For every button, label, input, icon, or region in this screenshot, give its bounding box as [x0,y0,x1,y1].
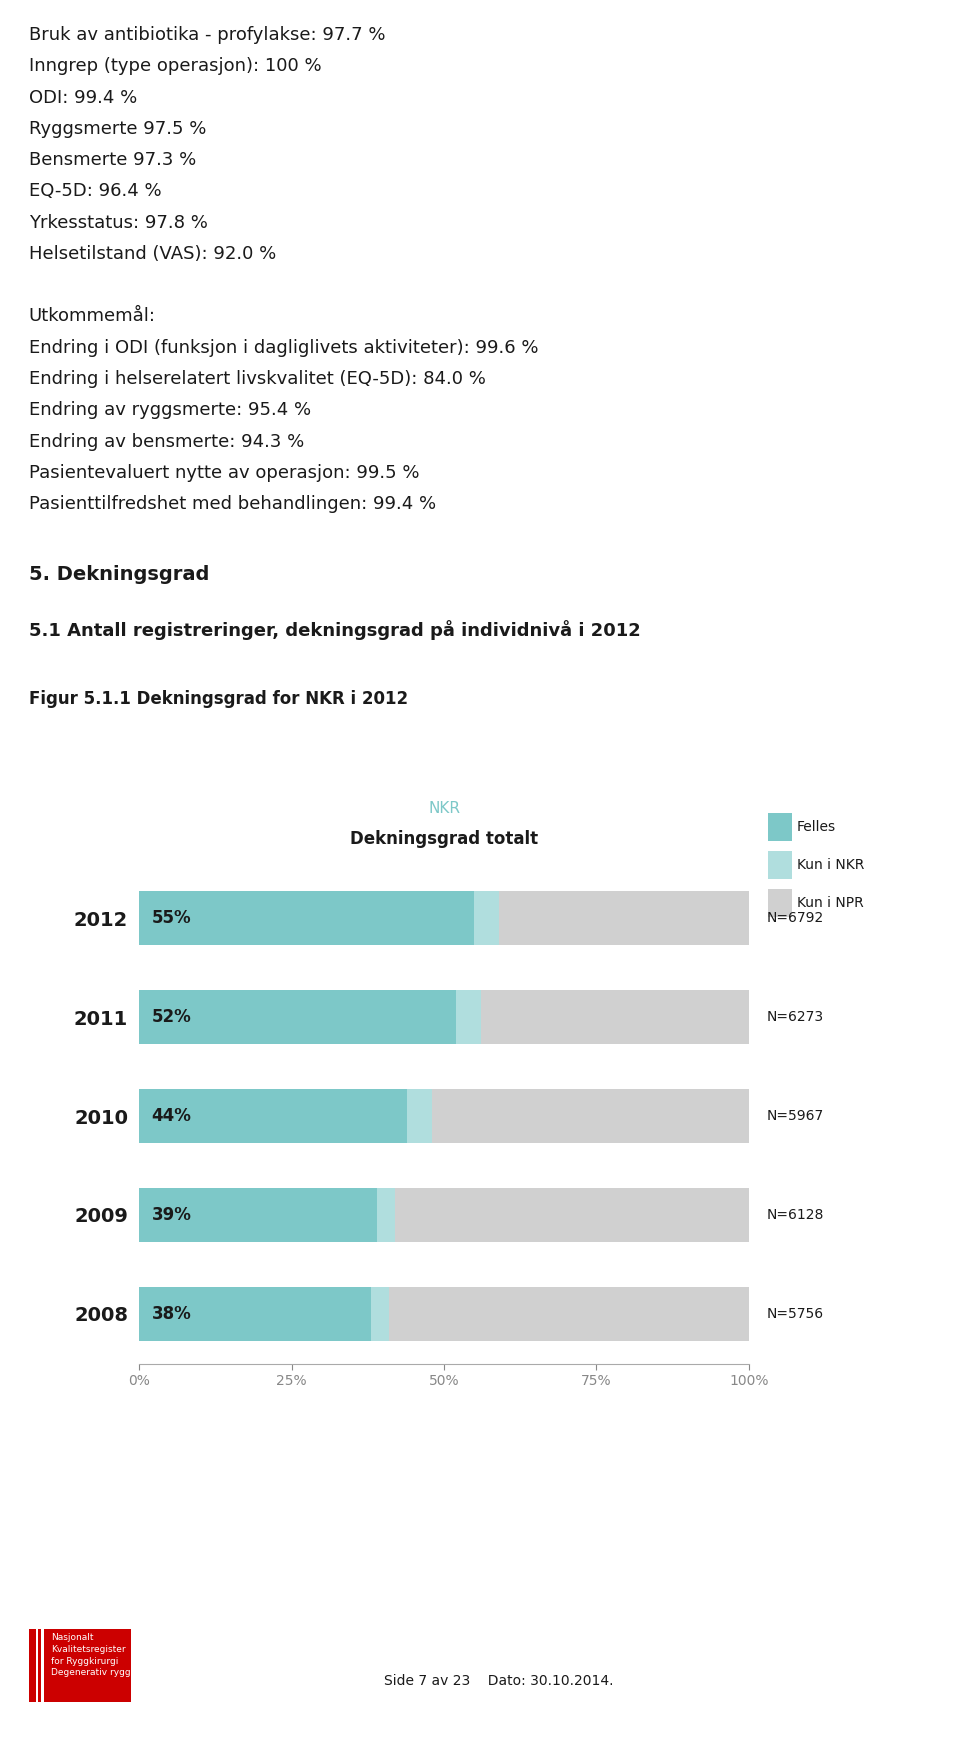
Text: N=6273: N=6273 [767,1011,825,1025]
Text: 55%: 55% [152,908,191,928]
Bar [481,990,749,1044]
Text: Endring av bensmerte: 94.3 %: Endring av bensmerte: 94.3 % [29,433,304,450]
Bar [474,891,499,945]
Text: N=5967: N=5967 [767,1108,825,1124]
Text: Endring i ODI (funksjon i dagliglivets aktiviteter): 99.6 %: Endring i ODI (funksjon i dagliglivets a… [29,339,539,356]
Bar [139,1287,371,1341]
Text: N=6792: N=6792 [767,912,825,926]
Text: Pasienttilfredshet med behandlingen: 99.4 %: Pasienttilfredshet med behandlingen: 99.… [29,495,436,512]
Text: 5. Dekningsgrad: 5. Dekningsgrad [29,565,209,584]
Text: Nasjonalt
Kvalitetsregister
for Ryggkirurgi
Degenerativ rygg: Nasjonalt Kvalitetsregister for Ryggkiru… [51,1633,131,1678]
Text: 44%: 44% [152,1106,191,1126]
Text: Ryggsmerte 97.5 %: Ryggsmerte 97.5 % [29,120,206,137]
Bar [139,891,474,945]
Text: 38%: 38% [152,1304,191,1324]
Bar [407,1089,432,1143]
Text: Endring i helserelatert livskvalitet (EQ-5D): 84.0 %: Endring i helserelatert livskvalitet (EQ… [29,370,486,387]
Text: Utkommemål:: Utkommemål: [29,307,156,325]
Text: Inngrep (type operasjon): 100 %: Inngrep (type operasjon): 100 % [29,57,322,75]
Bar [371,1287,389,1341]
Bar [139,990,456,1044]
Text: Felles: Felles [797,820,836,834]
Text: Kun i NPR: Kun i NPR [797,896,864,910]
Bar [456,990,481,1044]
Text: EQ-5D: 96.4 %: EQ-5D: 96.4 % [29,182,161,200]
Text: Bensmerte 97.3 %: Bensmerte 97.3 % [29,151,196,168]
Text: N=5756: N=5756 [767,1306,825,1320]
Text: N=6128: N=6128 [767,1207,825,1221]
Text: Helsetilstand (VAS): 92.0 %: Helsetilstand (VAS): 92.0 % [29,245,276,262]
Text: Yrkesstatus: 97.8 %: Yrkesstatus: 97.8 % [29,214,207,231]
Text: Side 7 av 23    Dato: 30.10.2014.: Side 7 av 23 Dato: 30.10.2014. [384,1674,613,1688]
Text: ODI: 99.4 %: ODI: 99.4 % [29,89,137,106]
Text: Figur 5.1.1 Dekningsgrad for NKR i 2012: Figur 5.1.1 Dekningsgrad for NKR i 2012 [29,690,408,707]
Bar [396,1188,749,1242]
Text: Endring av ryggsmerte: 95.4 %: Endring av ryggsmerte: 95.4 % [29,401,311,419]
Bar [499,891,749,945]
Bar [139,1089,407,1143]
Text: Dekningsgrad totalt: Dekningsgrad totalt [350,830,538,848]
Text: 52%: 52% [152,1007,191,1027]
Bar [389,1287,749,1341]
Text: 39%: 39% [152,1205,191,1225]
Bar [139,1188,377,1242]
Text: NKR: NKR [428,801,460,816]
Text: 5.1 Antall registreringer, dekningsgrad på individnivå i 2012: 5.1 Antall registreringer, dekningsgrad … [29,620,640,641]
Text: Kun i NKR: Kun i NKR [797,858,864,872]
Bar [432,1089,749,1143]
Bar [377,1188,396,1242]
Text: Pasientevaluert nytte av operasjon: 99.5 %: Pasientevaluert nytte av operasjon: 99.5… [29,464,420,481]
Text: Bruk av antibiotika - profylakse: 97.7 %: Bruk av antibiotika - profylakse: 97.7 % [29,26,385,43]
